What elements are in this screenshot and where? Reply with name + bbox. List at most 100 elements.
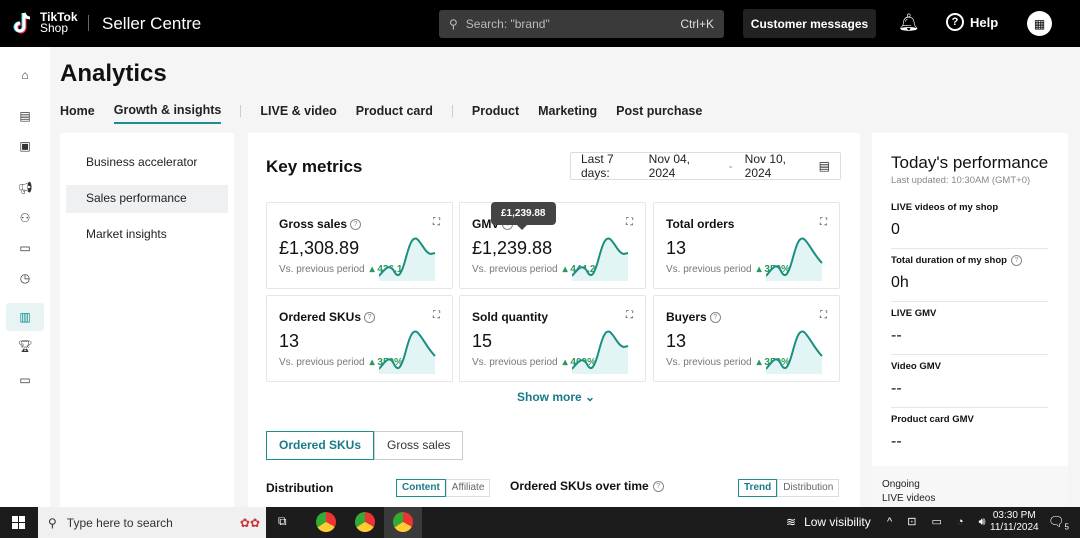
expand-icon[interactable]: ⛶: [626, 217, 633, 228]
metric-label-text: Buyers: [666, 310, 707, 324]
comparison: Vs. previous period ▴ 444.24%: [472, 264, 610, 275]
date: 11/11/2024: [990, 522, 1039, 533]
tiktok-logo-icon: [13, 12, 31, 34]
bell-icon[interactable]: 🔔︎: [898, 13, 920, 32]
taskbar-search-input[interactable]: ⚲ Type here to search ✿✿: [38, 507, 266, 538]
comparison-label: Vs. previous period: [279, 357, 365, 368]
search-input[interactable]: ⚲ Search: "brand" Ctrl+K: [439, 10, 724, 38]
metric-label: Buyers?: [666, 310, 721, 324]
over-time-label: Ordered SKUs over time: [510, 479, 649, 493]
ongoing-label-2: LIVE videos: [882, 493, 936, 504]
help-button[interactable]: ? Help: [946, 13, 998, 31]
top-bar: TikTok Shop Seller Centre ⚲ Search: "brand…: [0, 0, 1080, 47]
task-view-icon[interactable]: ⧉: [278, 514, 287, 528]
metric-value: 13: [666, 238, 687, 258]
time: 03:30 PM: [992, 510, 1036, 521]
search-placeholder: Search: "brand": [465, 17, 550, 31]
windows-start-icon[interactable]: [12, 516, 25, 529]
trend-toggle: Trend Distribution: [738, 479, 840, 497]
toggle-option[interactable]: Content: [396, 479, 446, 497]
help-icon[interactable]: ?: [652, 480, 664, 492]
tiktok-shop-logo[interactable]: TikTok Shop: [12, 11, 78, 35]
segment-gross-sales[interactable]: Gross sales: [374, 431, 464, 460]
up-arrow-icon: ▴: [756, 264, 765, 275]
comparison-label: Vs. previous period: [666, 264, 752, 275]
metric-label-text: Total orders: [666, 217, 735, 231]
expand-icon[interactable]: ⛶: [433, 217, 440, 228]
customer-messages-button[interactable]: Customer messages: [743, 9, 876, 38]
clock[interactable]: 03:30 PM 11/11/2024: [990, 510, 1039, 534]
orders-icon[interactable]: ▤: [19, 109, 31, 123]
help-icon[interactable]: ?: [350, 218, 362, 230]
calendar-icon: ▤: [818, 159, 830, 173]
tab-product-card[interactable]: Product card: [355, 104, 433, 118]
sparkline-line: [572, 237, 629, 277]
ongoing-live-videos[interactable]: Ongoing LIVE videos: [872, 466, 1068, 507]
toggle-option[interactable]: Affiliate: [445, 479, 491, 497]
users-icon[interactable]: ⚇: [19, 211, 31, 225]
chrome-icon[interactable]: [355, 512, 375, 532]
expand-icon[interactable]: ⛶: [820, 310, 827, 321]
chrome-icon[interactable]: [316, 512, 336, 532]
tab-growth-insights[interactable]: Growth & insights: [113, 103, 222, 124]
today-metric-value: --: [891, 380, 902, 397]
today-metric-label: LIVE videos of my shop: [891, 202, 1048, 213]
toggle-option[interactable]: Distribution: [777, 479, 840, 497]
sparkline-area: [572, 238, 628, 281]
segment-ordered-skus[interactable]: Ordered SKUs: [266, 431, 375, 460]
help-icon[interactable]: ?: [709, 311, 721, 323]
tab-marketing[interactable]: Marketing: [538, 104, 598, 118]
tab-post-purchase[interactable]: Post purchase: [616, 104, 703, 118]
sub-navigation: Business accelerator Sales performance Mar…: [60, 133, 234, 507]
live-icon[interactable]: ▭: [19, 241, 31, 255]
home-icon[interactable]: ⌂: [21, 68, 29, 82]
products-icon[interactable]: ▣: [19, 139, 31, 153]
help-icon[interactable]: ?: [1010, 255, 1022, 266]
expand-icon[interactable]: ⛶: [626, 310, 633, 321]
metric-value: 15: [472, 331, 493, 351]
wallet-icon[interactable]: ▭: [19, 373, 31, 387]
change-percent: ▴ 444.24%: [563, 264, 610, 275]
flowers-icon: ✿✿: [239, 515, 260, 530]
tab-live-video[interactable]: LIVE & video: [260, 104, 337, 118]
notifications-icon[interactable]: 🗨︎5: [1048, 514, 1069, 532]
trophy-icon[interactable]: 🏆︎: [17, 339, 33, 353]
tab-home[interactable]: Home: [60, 104, 95, 118]
chrome-icon[interactable]: [393, 512, 413, 532]
sparkline-line: [379, 237, 436, 277]
metric-card[interactable]: Gross sales? £1,308.89 Vs. previous period…: [266, 202, 453, 289]
chart-segment-toggle: Ordered SKUs Gross sales: [266, 431, 464, 460]
app-title: Seller Centre: [102, 14, 202, 33]
toggle-option[interactable]: Trend: [738, 479, 778, 497]
shop-avatar[interactable]: ▦: [1027, 11, 1052, 36]
today-metric: Video GMV --: [891, 355, 1048, 408]
today-metric-label: LIVE GMV: [891, 308, 1048, 319]
sparkline-line: [379, 330, 436, 370]
section-title: Key metrics: [266, 157, 363, 176]
distribution-toggle: Content Affiliate: [396, 479, 491, 497]
date-range-picker[interactable]: Last 7 days: Nov 04, 2024 - Nov 10, 2024…: [570, 152, 841, 180]
expand-icon[interactable]: ⛶: [820, 217, 827, 228]
metric-label: Ordered SKUs?: [279, 310, 376, 324]
metric-label: Sold quantity: [472, 310, 548, 324]
weather-widget[interactable]: ≋ Low visibility: [786, 515, 871, 529]
subnav-item[interactable]: Market insights: [86, 227, 167, 241]
analytics-icon[interactable]: ▥: [6, 303, 44, 331]
system-tray-icons[interactable]: ^ ⊡ ▭ ◔ 🔊︎: [887, 516, 992, 528]
subnav-item[interactable]: Business accelerator: [86, 155, 198, 169]
subnav-item[interactable]: Sales performance: [66, 185, 228, 213]
help-icon[interactable]: ?: [364, 311, 376, 323]
timer-icon[interactable]: ◷: [19, 271, 31, 285]
chevron-down-icon: ⌄: [585, 390, 596, 404]
show-more-button[interactable]: Show more ⌄: [517, 390, 595, 404]
date-prefix: Last 7 days:: [581, 152, 614, 180]
marketing-icon[interactable]: 📢︎: [17, 181, 33, 195]
metric-label-text: Ordered SKUs: [279, 310, 362, 324]
tab-product[interactable]: Product: [471, 104, 520, 118]
expand-icon[interactable]: ⛶: [433, 310, 440, 321]
